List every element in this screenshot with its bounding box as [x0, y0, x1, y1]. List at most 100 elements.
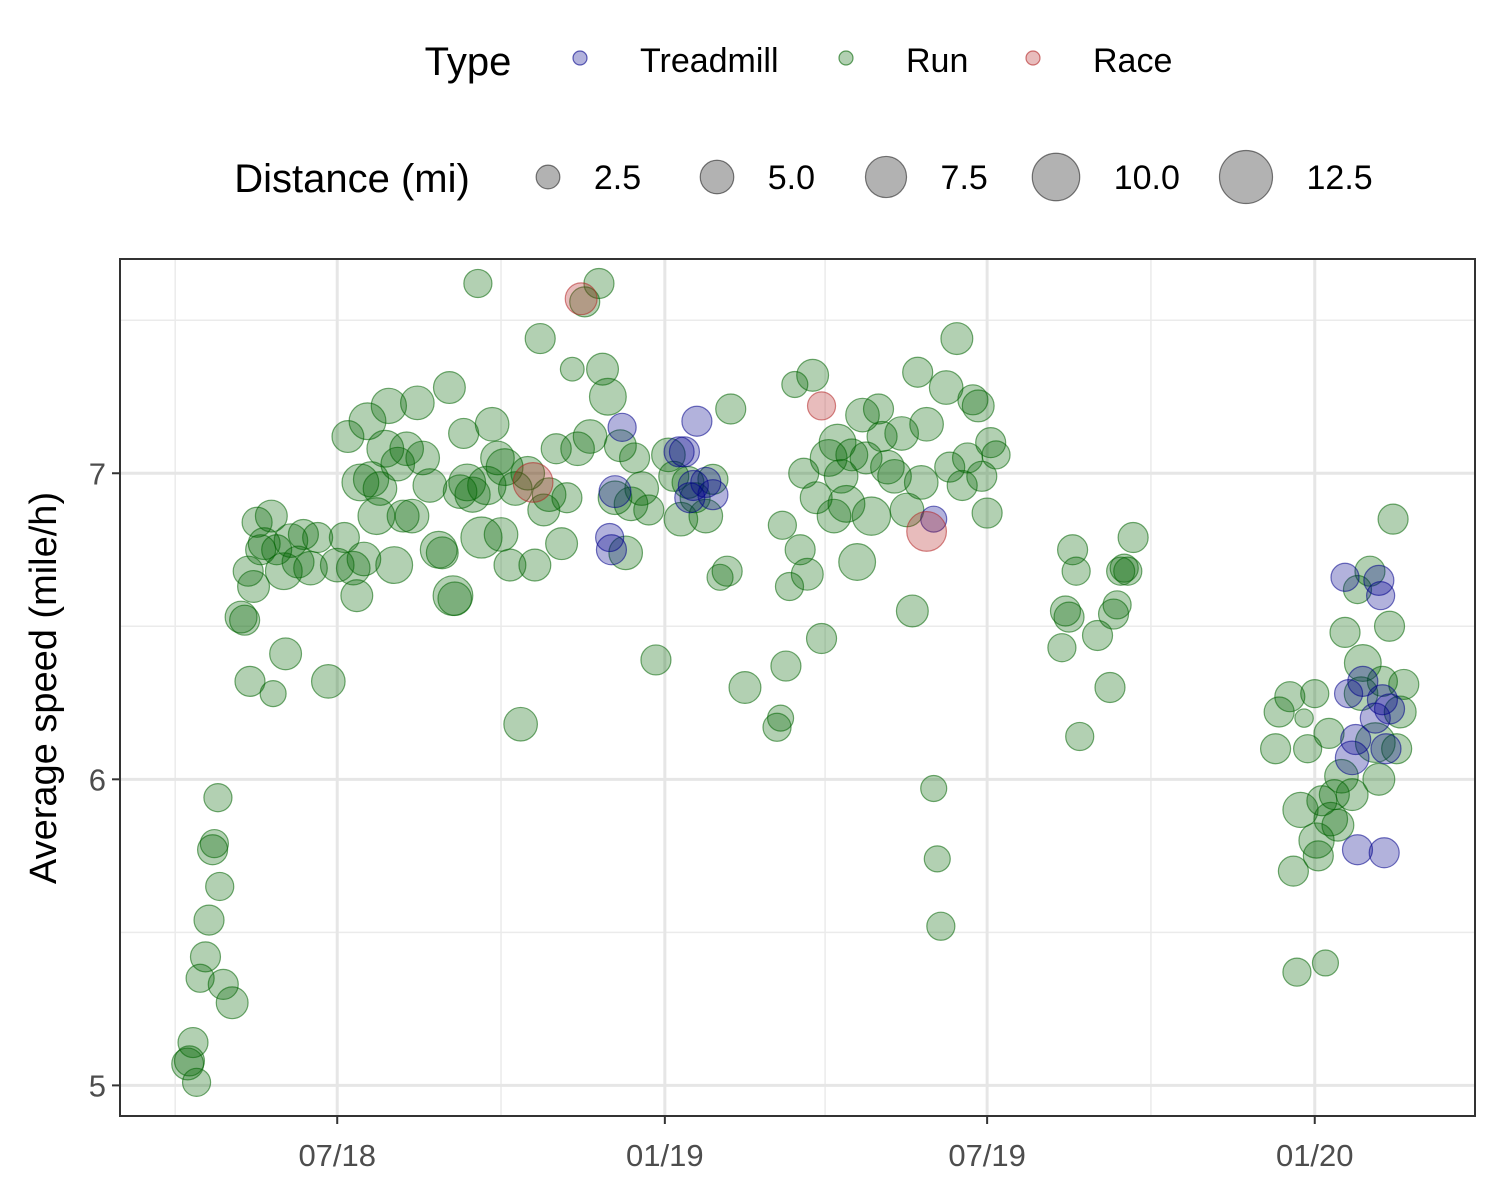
- data-point: [463, 268, 493, 299]
- data-point: [790, 557, 824, 591]
- size-legend-swatch: [1031, 152, 1081, 202]
- data-point: [1097, 598, 1130, 630]
- axes: 5 6 7 07/18 01/19 07/19 01/20: [89, 456, 1354, 1173]
- data-point: [1259, 733, 1292, 765]
- data-point: [1341, 834, 1374, 866]
- data-point: [1053, 601, 1085, 633]
- data-point: [348, 402, 387, 441]
- data-point: [1354, 722, 1396, 764]
- data-point: [920, 505, 948, 533]
- data-points: [171, 267, 1420, 1097]
- data-point: [560, 431, 595, 467]
- legend-item-treadmill: Treadmill: [572, 42, 779, 80]
- data-point: [524, 322, 556, 355]
- data-point: [1343, 676, 1379, 711]
- data-point: [838, 543, 877, 581]
- data-point: [586, 352, 620, 386]
- data-point: [1113, 556, 1143, 586]
- size-legend-title: Distance (mi): [234, 157, 470, 201]
- data-point: [448, 417, 480, 450]
- data-point: [862, 393, 895, 425]
- data-point: [264, 552, 303, 591]
- data-point: [895, 594, 929, 628]
- data-point: [770, 650, 802, 682]
- data-point: [595, 534, 628, 566]
- size-legend-label: 10.0: [1114, 159, 1180, 197]
- grid: [120, 259, 1475, 1116]
- data-point: [766, 704, 795, 732]
- size-legend-label: 2.5: [594, 159, 641, 197]
- data-point: [1313, 717, 1345, 750]
- data-point: [370, 387, 408, 425]
- data-point: [816, 498, 852, 534]
- color-legend-title: Type: [425, 40, 512, 84]
- data-point: [497, 471, 533, 506]
- legend-item-race: Race: [1025, 42, 1172, 80]
- size-legend-label: 7.5: [941, 159, 988, 197]
- data-point: [432, 371, 466, 405]
- data-point: [906, 510, 948, 552]
- data-point: [412, 468, 448, 503]
- size-legend-label: 5.0: [768, 159, 815, 197]
- data-point: [697, 479, 729, 511]
- data-point: [796, 358, 830, 392]
- data-point: [1282, 957, 1312, 987]
- data-point: [849, 441, 883, 475]
- data-point: [1333, 678, 1364, 709]
- data-point: [341, 463, 380, 502]
- data-point: [1365, 581, 1396, 611]
- data-point: [870, 449, 905, 485]
- data-point: [668, 436, 701, 468]
- data-point: [823, 458, 859, 494]
- data-point: [1373, 693, 1406, 725]
- data-point: [1347, 665, 1379, 697]
- data-point: [1274, 681, 1306, 713]
- data-point: [1370, 733, 1402, 765]
- data-point: [237, 569, 271, 604]
- data-point: [503, 706, 538, 742]
- data-point: [405, 440, 441, 476]
- size-legend-swatch: [864, 155, 908, 199]
- data-point: [728, 670, 762, 705]
- data-point: [961, 389, 995, 423]
- legend-label: Run: [906, 42, 968, 80]
- legend-label: Race: [1093, 42, 1172, 80]
- size-legend-swatch: [535, 164, 561, 190]
- size-legend-item: 12.5: [1218, 149, 1373, 205]
- data-point: [177, 1026, 209, 1059]
- data-point: [389, 431, 425, 467]
- data-point: [1330, 562, 1360, 592]
- y-tick-label: 5: [89, 1068, 106, 1103]
- data-point: [375, 546, 414, 585]
- data-point: [934, 451, 966, 483]
- data-point: [259, 680, 287, 708]
- x-tick-label: 07/18: [298, 1138, 376, 1173]
- data-point: [340, 579, 374, 613]
- data-point: [425, 536, 459, 570]
- data-point: [835, 438, 869, 472]
- data-point: [352, 461, 390, 498]
- data-point: [677, 469, 709, 502]
- data-point: [633, 494, 665, 526]
- data-point: [926, 911, 956, 941]
- data-point: [1335, 778, 1369, 812]
- size-legend-item: 10.0: [1031, 152, 1180, 202]
- data-point: [399, 385, 435, 421]
- data-point: [437, 581, 473, 617]
- data-point: [1324, 758, 1359, 794]
- data-point: [827, 484, 866, 523]
- data-point: [588, 377, 627, 416]
- data-point: [902, 356, 934, 388]
- x-tick-label: 01/20: [1276, 1138, 1354, 1173]
- data-point: [1329, 616, 1361, 649]
- data-point: [1049, 595, 1082, 627]
- data-point: [551, 482, 583, 514]
- size-legend-label: 12.5: [1307, 159, 1373, 197]
- data-point: [269, 637, 303, 671]
- data-point: [518, 548, 552, 582]
- data-point: [1282, 791, 1319, 829]
- data-point: [981, 440, 1011, 470]
- data-point: [877, 458, 912, 494]
